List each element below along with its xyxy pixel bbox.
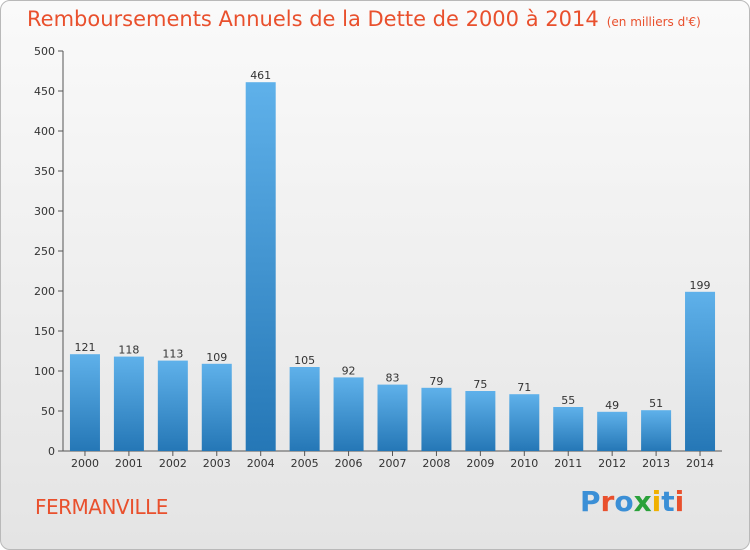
proxiti-logo: Proxiti [580, 485, 684, 518]
bar [421, 387, 452, 451]
y-tick-label: 50 [41, 405, 55, 418]
x-tick-label: 2005 [291, 457, 319, 470]
bar-value-label: 49 [605, 399, 619, 412]
x-tick-label: 2003 [203, 457, 231, 470]
logo-letter: r [600, 485, 615, 518]
x-tick-label: 2013 [642, 457, 670, 470]
bar [69, 354, 100, 451]
bar-value-label: 113 [162, 348, 183, 361]
y-tick-label: 350 [34, 165, 55, 178]
logo-letter: o [614, 485, 634, 518]
bar-value-label: 121 [74, 341, 95, 354]
bar-value-label: 92 [342, 364, 356, 377]
x-tick-label: 2007 [379, 457, 407, 470]
x-tick-label: 2001 [115, 457, 143, 470]
bar [509, 394, 540, 451]
bar [377, 384, 408, 451]
x-tick-label: 2008 [422, 457, 450, 470]
bar-value-label: 199 [690, 279, 711, 292]
bar [157, 360, 188, 451]
logo-letter: i [651, 485, 662, 518]
x-tick-label: 2009 [466, 457, 494, 470]
y-tick-label: 500 [34, 45, 55, 58]
x-tick-label: 2006 [335, 457, 363, 470]
x-tick-label: 2000 [71, 457, 99, 470]
bar [465, 391, 496, 451]
bar-value-label: 51 [649, 397, 663, 410]
logo-letter: P [580, 485, 601, 518]
x-tick-label: 2014 [686, 457, 714, 470]
y-tick-label: 450 [34, 85, 55, 98]
x-tick-label: 2010 [510, 457, 538, 470]
chart-title-text: Remboursements Annuels de la Dette de 20… [27, 7, 599, 31]
y-tick-label: 0 [48, 445, 55, 458]
x-tick-label: 2012 [598, 457, 626, 470]
bar [597, 411, 628, 451]
x-tick-label: 2004 [247, 457, 275, 470]
bar-value-label: 75 [473, 378, 487, 391]
logo-letter: t [661, 485, 675, 518]
bar-value-label: 79 [429, 375, 443, 388]
chart-title: Remboursements Annuels de la Dette de 20… [27, 7, 701, 31]
bar-value-label: 55 [561, 394, 575, 407]
y-tick-label: 300 [34, 205, 55, 218]
y-tick-label: 200 [34, 285, 55, 298]
bar-value-label: 109 [206, 351, 227, 364]
bar [289, 367, 320, 451]
bar [201, 363, 232, 451]
y-tick-label: 250 [34, 245, 55, 258]
y-tick-label: 400 [34, 125, 55, 138]
bar [641, 410, 672, 451]
bar-value-label: 461 [250, 69, 271, 82]
y-tick-label: 100 [34, 365, 55, 378]
logo-letter: i [674, 485, 685, 518]
bar [685, 291, 716, 451]
bar-value-label: 71 [517, 381, 531, 394]
logo-letter: x [633, 485, 652, 518]
bar-value-label: 83 [386, 372, 400, 385]
bar-value-label: 105 [294, 354, 315, 367]
x-tick-label: 2002 [159, 457, 187, 470]
y-tick-label: 150 [34, 325, 55, 338]
bar [333, 377, 364, 451]
commune-name: FERMANVILLE [35, 495, 168, 519]
bar [113, 356, 144, 451]
bar [245, 82, 276, 451]
bar [553, 407, 584, 451]
bar-value-label: 118 [118, 344, 139, 357]
x-tick-label: 2011 [554, 457, 582, 470]
chart-subtitle: (en milliers d'€) [606, 15, 701, 29]
